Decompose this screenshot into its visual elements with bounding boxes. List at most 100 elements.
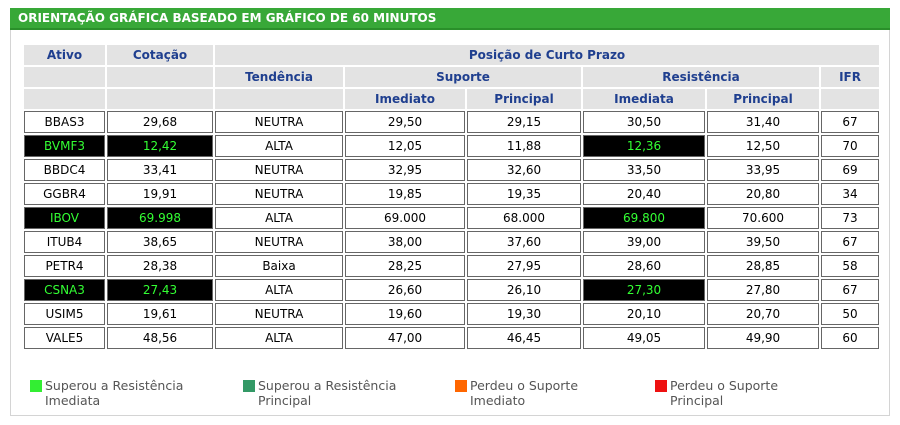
cell-resistencia-principal: 20,70 xyxy=(707,303,819,325)
cell-tendencia: NEUTRA xyxy=(215,183,343,205)
cell-ifr: 58 xyxy=(821,255,880,277)
legend-label: Principal xyxy=(258,393,312,408)
table-row: BVMF3 12,42 ALTA 12,05 11,88 12,36 12,50… xyxy=(24,135,880,157)
header-tendencia: Tendência xyxy=(215,67,343,87)
cell-resistencia-imediata: 39,00 xyxy=(583,231,705,253)
cell-resistencia-imediata: 20,40 xyxy=(583,183,705,205)
header-spacer xyxy=(107,89,213,109)
cell-ifr: 67 xyxy=(821,111,880,133)
cell-cotacao: 29,68 xyxy=(107,111,213,133)
cell-suporte-imediato: 19,85 xyxy=(345,183,465,205)
cell-cotacao: 38,65 xyxy=(107,231,213,253)
cell-resistencia-imediata: 20,10 xyxy=(583,303,705,325)
cell-suporte-imediato: 19,60 xyxy=(345,303,465,325)
cell-tendencia: ALTA xyxy=(215,207,343,229)
cell-suporte-principal: 68.000 xyxy=(467,207,581,229)
cell-resistencia-imediata: 30,50 xyxy=(583,111,705,133)
cell-ifr: 34 xyxy=(821,183,880,205)
cell-tendencia: NEUTRA xyxy=(215,159,343,181)
red-swatch-icon xyxy=(655,380,667,392)
table-row: BBDC4 33,41 NEUTRA 32,95 32,60 33,50 33,… xyxy=(24,159,880,181)
cell-ativo: IBOV xyxy=(24,207,105,229)
cell-suporte-imediato: 32,95 xyxy=(345,159,465,181)
table-row: GGBR4 19,91 NEUTRA 19,85 19,35 20,40 20,… xyxy=(24,183,880,205)
cell-suporte-principal: 11,88 xyxy=(467,135,581,157)
cell-suporte-imediato: 29,50 xyxy=(345,111,465,133)
cell-resistencia-principal: 20,80 xyxy=(707,183,819,205)
cell-suporte-principal: 46,45 xyxy=(467,327,581,349)
cell-ifr: 50 xyxy=(821,303,880,325)
table-row: PETR4 28,38 Baixa 28,25 27,95 28,60 28,8… xyxy=(24,255,880,277)
orange-swatch-icon xyxy=(455,380,467,392)
cell-suporte-principal: 37,60 xyxy=(467,231,581,253)
header-suporte: Suporte xyxy=(345,67,581,87)
cell-suporte-principal: 27,95 xyxy=(467,255,581,277)
header-posicao-curto-prazo: Posição de Curto Prazo xyxy=(215,45,880,65)
header-spacer xyxy=(107,67,213,87)
cell-cotacao: 12,42 xyxy=(107,135,213,157)
cell-resistencia-imediata: 12,36 xyxy=(583,135,705,157)
cell-ativo: USIM5 xyxy=(24,303,105,325)
cell-resistencia-imediata: 69.800 xyxy=(583,207,705,229)
cell-ifr: 70 xyxy=(821,135,880,157)
cell-tendencia: ALTA xyxy=(215,135,343,157)
cell-suporte-principal: 19,30 xyxy=(467,303,581,325)
cell-suporte-imediato: 69.000 xyxy=(345,207,465,229)
table-row: VALE5 48,56 ALTA 47,00 46,45 49,05 49,90… xyxy=(24,327,880,349)
cell-suporte-principal: 32,60 xyxy=(467,159,581,181)
header-spacer xyxy=(215,89,343,109)
cell-resistencia-imediata: 27,30 xyxy=(583,279,705,301)
table-row: IBOV 69.998 ALTA 69.000 68.000 69.800 70… xyxy=(24,207,880,229)
cell-ativo: CSNA3 xyxy=(24,279,105,301)
cell-resistencia-principal: 39,50 xyxy=(707,231,819,253)
cell-cotacao: 19,91 xyxy=(107,183,213,205)
cell-resistencia-imediata: 49,05 xyxy=(583,327,705,349)
cell-tendencia: NEUTRA xyxy=(215,231,343,253)
cell-suporte-imediato: 38,00 xyxy=(345,231,465,253)
legend-label: Superou a Resistência xyxy=(258,378,397,393)
legend-label: Imediato xyxy=(470,393,526,408)
cell-resistencia-principal: 70.600 xyxy=(707,207,819,229)
panel-title: ORIENTAÇÃO GRÁFICA BASEADO EM GRÁFICO DE… xyxy=(10,8,890,30)
cell-resistencia-principal: 49,90 xyxy=(707,327,819,349)
cell-cotacao: 33,41 xyxy=(107,159,213,181)
header-spacer xyxy=(24,89,105,109)
cell-ativo: ITUB4 xyxy=(24,231,105,253)
table-row: CSNA3 27,43 ALTA 26,60 26,10 27,30 27,80… xyxy=(24,279,880,301)
cell-ifr: 69 xyxy=(821,159,880,181)
cell-ativo: GGBR4 xyxy=(24,183,105,205)
cell-ifr: 73 xyxy=(821,207,880,229)
cell-suporte-imediato: 47,00 xyxy=(345,327,465,349)
legend-label: Superou a Resistência xyxy=(45,378,184,393)
table-row: USIM5 19,61 NEUTRA 19,60 19,30 20,10 20,… xyxy=(24,303,880,325)
legend-label: Perdeu o Suporte xyxy=(670,378,779,393)
legend-label: Imediata xyxy=(45,393,101,408)
cell-suporte-imediato: 28,25 xyxy=(345,255,465,277)
cell-suporte-imediato: 12,05 xyxy=(345,135,465,157)
quote-table: Ativo Cotação Posição de Curto Prazo Ten… xyxy=(22,43,881,351)
header-cotacao: Cotação xyxy=(107,45,213,65)
cell-suporte-principal: 26,10 xyxy=(467,279,581,301)
header-resistencia-principal: Principal xyxy=(707,89,819,109)
cell-tendencia: NEUTRA xyxy=(215,111,343,133)
header-spacer xyxy=(24,67,105,87)
cell-ativo: VALE5 xyxy=(24,327,105,349)
cell-ifr: 60 xyxy=(821,327,880,349)
cell-ifr: 67 xyxy=(821,279,880,301)
cell-tendencia: ALTA xyxy=(215,279,343,301)
cell-resistencia-principal: 27,80 xyxy=(707,279,819,301)
cell-tendencia: NEUTRA xyxy=(215,303,343,325)
cell-cotacao: 19,61 xyxy=(107,303,213,325)
legend-label: Principal xyxy=(670,393,724,408)
header-ifr: IFR xyxy=(821,67,880,87)
cell-resistencia-principal: 33,95 xyxy=(707,159,819,181)
cell-tendencia: ALTA xyxy=(215,327,343,349)
cell-cotacao: 48,56 xyxy=(107,327,213,349)
legend-label: Perdeu o Suporte xyxy=(470,378,579,393)
header-ativo: Ativo xyxy=(24,45,105,65)
cell-cotacao: 27,43 xyxy=(107,279,213,301)
cell-cotacao: 69.998 xyxy=(107,207,213,229)
header-suporte-imediato: Imediato xyxy=(345,89,465,109)
green-swatch-icon xyxy=(30,380,42,392)
cell-resistencia-imediata: 28,60 xyxy=(583,255,705,277)
